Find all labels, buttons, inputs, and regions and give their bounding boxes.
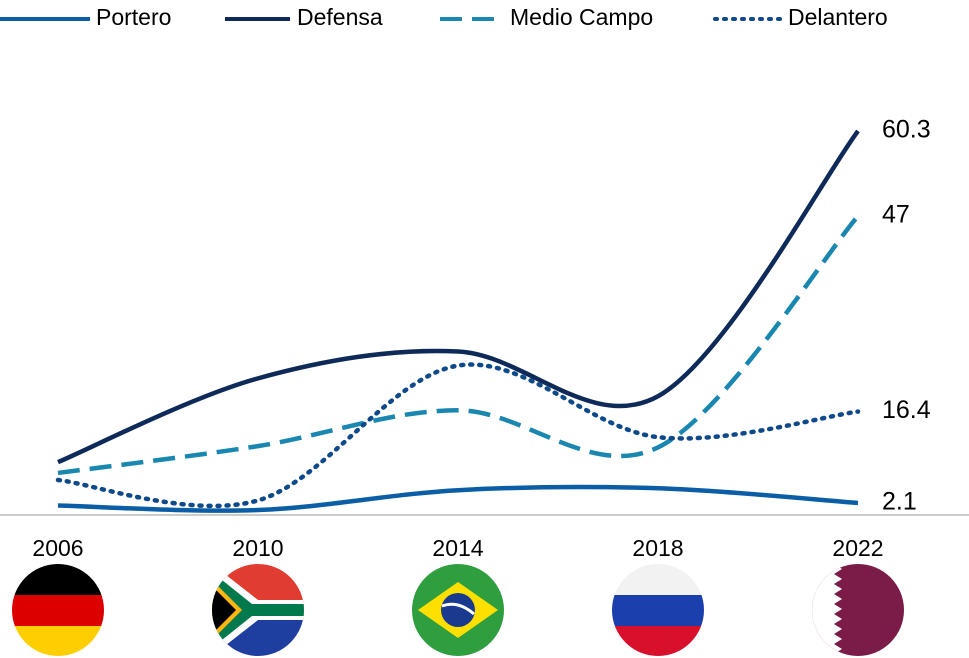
flag-germany [12,564,104,656]
end-label: 47 [882,201,910,229]
x-tick-label: 2018 [632,535,683,561]
x-tick-label: 2010 [232,535,283,561]
series-line [55,362,861,509]
flag-brazil [412,564,504,656]
flag-russia [612,564,704,656]
x-tick-label: 2014 [432,535,483,561]
series-line [57,214,860,476]
legend-label: Defensa [297,4,383,30]
flag-south-africa [212,564,304,656]
series-line [57,129,860,465]
x-tick-label: 2022 [832,535,883,561]
legend-label: Delantero [788,4,888,30]
series-line [57,484,859,513]
legend-label: Medio Campo [510,4,653,30]
flag-qatar [812,564,904,656]
x-tick-label: 2006 [32,535,83,561]
end-label: 16.4 [882,396,931,424]
end-label: 60.3 [882,116,931,144]
legend-label: Portero [96,4,171,30]
end-label: 2.1 [882,488,917,516]
